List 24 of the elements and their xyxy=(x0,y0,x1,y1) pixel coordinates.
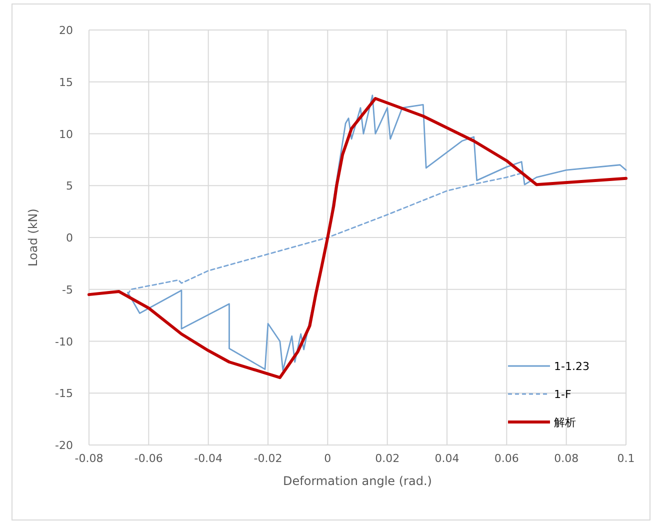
y-tick-label: 5 xyxy=(66,180,73,193)
x-axis-title: Deformation angle (rad.) xyxy=(283,474,432,488)
x-tick-label: -0.04 xyxy=(194,452,223,465)
y-tick-label: -15 xyxy=(55,387,73,400)
y-tick-label: -10 xyxy=(55,335,73,348)
x-tick-label: 0.1 xyxy=(617,452,635,465)
x-tick-label: -0.02 xyxy=(254,452,282,465)
x-tick-label: -0.08 xyxy=(74,452,104,465)
y-tick-label: 15 xyxy=(59,76,73,89)
legend-label: 1-1.23 xyxy=(554,360,590,373)
y-tick-label: -20 xyxy=(55,439,73,452)
x-tick-label: -0.06 xyxy=(134,452,163,465)
x-tick-label: 0 xyxy=(324,452,332,465)
legend-label: 解析 xyxy=(554,416,576,429)
y-tick-label: 0 xyxy=(66,232,73,244)
x-tick-label: 0.06 xyxy=(494,452,519,465)
legend-label: 1-F xyxy=(554,388,572,401)
y-axis-title: Load (kN) xyxy=(26,208,40,266)
y-tick-label: 20 xyxy=(59,24,73,37)
x-tick-label: 0.08 xyxy=(554,452,579,465)
y-tick-label: 10 xyxy=(59,128,73,141)
x-tick-label: 0.02 xyxy=(375,452,400,465)
x-tick-label: 0.04 xyxy=(434,452,460,465)
y-tick-label: -5 xyxy=(62,283,73,296)
